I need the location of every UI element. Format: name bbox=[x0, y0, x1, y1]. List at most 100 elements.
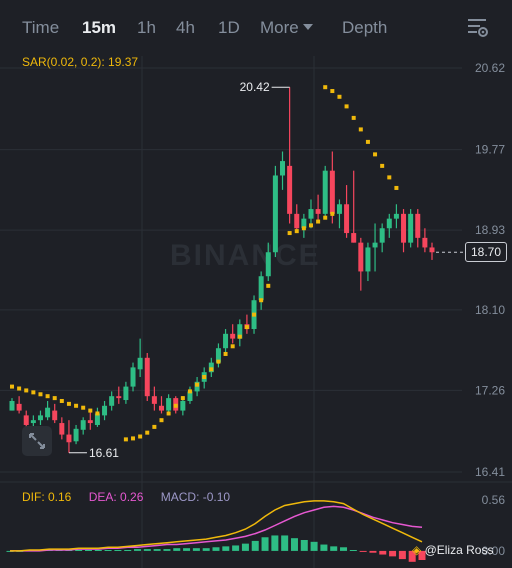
binance-watermark: BINANCE bbox=[170, 239, 321, 272]
min-price-label: 16.61 bbox=[89, 446, 119, 460]
sar-dot bbox=[74, 403, 79, 408]
candle-body bbox=[52, 410, 58, 421]
sar-dot bbox=[173, 403, 178, 408]
sar-dot bbox=[337, 94, 342, 99]
sar-dot bbox=[330, 211, 335, 216]
sar-dot bbox=[138, 434, 143, 439]
candle-body bbox=[422, 237, 428, 248]
candle-body bbox=[94, 413, 100, 425]
macd-histogram-bar bbox=[202, 548, 210, 551]
sar-dot bbox=[24, 388, 29, 393]
y-tick-label: 16.41 bbox=[475, 465, 505, 479]
candle-body bbox=[280, 161, 286, 176]
macd-histogram-bar bbox=[418, 550, 426, 560]
tab-depth[interactable]: Depth bbox=[342, 18, 388, 37]
macd-histogram-bar bbox=[261, 537, 269, 551]
sar-dot bbox=[358, 127, 363, 132]
candle-body bbox=[287, 165, 293, 214]
candle-body bbox=[116, 396, 122, 399]
candle-body bbox=[301, 218, 307, 229]
tab-more[interactable]: More bbox=[260, 16, 313, 40]
indicator-settings-icon[interactable] bbox=[466, 16, 490, 40]
macd-histogram-bar bbox=[340, 547, 348, 551]
sar-dot bbox=[159, 418, 164, 423]
macd-histogram-bar bbox=[192, 548, 200, 551]
sar-dot bbox=[59, 398, 64, 403]
macd-histogram-bar bbox=[271, 535, 279, 551]
sar-dot bbox=[123, 437, 128, 442]
candle-body bbox=[344, 204, 350, 234]
candle-body bbox=[408, 213, 414, 243]
sar-dot bbox=[344, 104, 349, 109]
sar-dot bbox=[202, 374, 207, 379]
candle-body bbox=[144, 357, 150, 397]
sar-dot bbox=[195, 382, 200, 387]
dea-line bbox=[10, 505, 423, 552]
tab-4h[interactable]: 4h bbox=[176, 18, 195, 37]
macd-histogram-bar bbox=[84, 550, 92, 551]
candle-body bbox=[401, 213, 407, 243]
sar-dot bbox=[316, 219, 321, 224]
macd-histogram-bar bbox=[389, 550, 397, 557]
current-price-tag: 18.70 bbox=[465, 242, 507, 263]
tab-1h[interactable]: 1h bbox=[137, 18, 156, 37]
candle-body bbox=[265, 252, 271, 277]
macd-histogram-bar bbox=[183, 548, 191, 551]
candle-body bbox=[272, 175, 278, 253]
candle-body bbox=[187, 391, 193, 401]
macd-histogram-bar bbox=[290, 538, 298, 551]
candle-body bbox=[130, 367, 136, 387]
sar-dot bbox=[365, 139, 370, 144]
sar-dot bbox=[131, 436, 136, 441]
sar-dot bbox=[152, 424, 157, 429]
macd-histogram-bar bbox=[359, 550, 367, 552]
candle-body bbox=[123, 386, 129, 401]
sar-dot bbox=[38, 392, 43, 397]
credit-text: @Eliza Ross bbox=[424, 543, 494, 557]
timeframe-toolbar: Time 15m 1h 4h 1D More Depth bbox=[0, 0, 512, 56]
sar-dot bbox=[301, 226, 306, 231]
sar-dot bbox=[45, 394, 50, 399]
macd-histogram-bar bbox=[153, 549, 161, 551]
candle-body bbox=[80, 420, 86, 430]
macd-histogram-bar bbox=[94, 550, 102, 551]
macd-histogram-bar bbox=[173, 548, 181, 551]
tab-1d[interactable]: 1D bbox=[218, 18, 240, 37]
binance-logo-icon: ◈ bbox=[412, 543, 422, 557]
macd-histogram-bar bbox=[349, 550, 357, 551]
candle-body bbox=[9, 400, 15, 411]
candle-body bbox=[322, 170, 328, 214]
macd-histogram-bar bbox=[143, 549, 151, 551]
candle-body bbox=[315, 209, 321, 214]
candle-body bbox=[180, 400, 186, 411]
fullscreen-button[interactable] bbox=[22, 426, 52, 456]
sar-dot bbox=[244, 325, 249, 330]
candle-body bbox=[386, 218, 392, 229]
candle-body bbox=[137, 357, 143, 370]
candle-body bbox=[37, 415, 43, 421]
candle-body bbox=[379, 228, 385, 243]
candle-body bbox=[308, 209, 314, 219]
candle-body bbox=[109, 396, 115, 406]
candle-body bbox=[73, 428, 79, 442]
max-price-label: 20.42 bbox=[240, 80, 270, 94]
macd-histogram-bar bbox=[104, 550, 112, 551]
dea-label: DEA: 0.26 bbox=[88, 490, 144, 504]
macd-histogram-bar bbox=[232, 545, 240, 551]
macd-histogram-bar bbox=[379, 550, 387, 555]
sar-dot bbox=[252, 312, 257, 317]
candle-body bbox=[102, 405, 108, 416]
candle-body bbox=[45, 407, 51, 418]
sar-dot bbox=[95, 411, 100, 416]
candle-body bbox=[16, 403, 22, 411]
macd-label: MACD: -0.10 bbox=[160, 490, 231, 504]
tab-15m[interactable]: 15m bbox=[82, 18, 117, 37]
tab-time[interactable]: Time bbox=[22, 18, 60, 37]
macd-histogram-bar bbox=[163, 549, 171, 551]
candle-body bbox=[87, 420, 93, 424]
candle-body bbox=[365, 247, 371, 272]
macd-histogram-bar bbox=[398, 550, 406, 560]
macd-y-tick-label: 0.00 bbox=[482, 544, 506, 558]
candle-body bbox=[336, 204, 342, 214]
